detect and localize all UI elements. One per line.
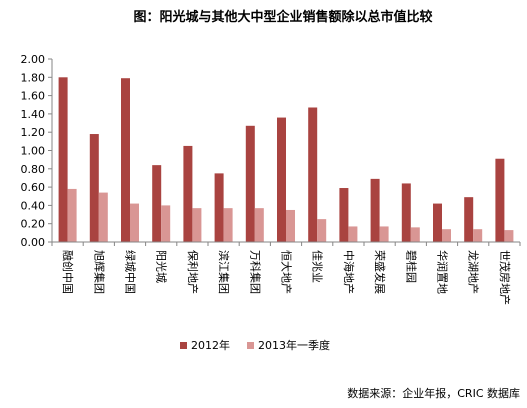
legend-swatch bbox=[180, 342, 187, 349]
legend-label: 2012年 bbox=[191, 338, 230, 352]
y-tick-label: 1.00 bbox=[21, 145, 46, 158]
bar-2012 bbox=[308, 107, 318, 243]
bar-2013-q1 bbox=[442, 229, 451, 242]
legend-label: 2013年一季度 bbox=[258, 338, 330, 352]
bar-2013-q1 bbox=[286, 209, 295, 242]
x-category-label: 华润置地 bbox=[436, 250, 450, 294]
x-category-label: 融创中国 bbox=[61, 250, 74, 294]
bars bbox=[58, 77, 514, 243]
bar-2012 bbox=[370, 178, 380, 242]
bar-2013-q1 bbox=[473, 229, 483, 242]
bar-2013-q1 bbox=[130, 203, 139, 242]
bar-2013-q1 bbox=[192, 208, 202, 242]
y-tick-label: 0.80 bbox=[21, 163, 46, 176]
bar-2013-q1 bbox=[254, 208, 264, 242]
bar-2012 bbox=[401, 183, 411, 242]
bar-2013-q1 bbox=[317, 219, 327, 242]
bar-2012 bbox=[339, 188, 349, 242]
bar-2012 bbox=[58, 77, 68, 242]
x-category-label: 滨江集团 bbox=[217, 250, 231, 294]
bar-2013-q1 bbox=[67, 188, 77, 242]
x-category-label: 中海地产 bbox=[342, 250, 356, 294]
y-tick-label: 0.40 bbox=[21, 199, 46, 212]
bar-2013-q1 bbox=[161, 205, 171, 242]
y-tick-label: 0.00 bbox=[21, 236, 46, 249]
bar-2012 bbox=[245, 125, 255, 242]
x-category-label: 旭辉集团 bbox=[92, 250, 106, 294]
bar-2012 bbox=[214, 173, 224, 242]
bar-2012 bbox=[433, 203, 442, 242]
bar-2012 bbox=[183, 145, 193, 242]
bar-2013-q1 bbox=[410, 227, 420, 242]
x-category-label: 绿城中国 bbox=[124, 250, 138, 294]
bar-2013-q1 bbox=[348, 226, 358, 242]
x-axis: 融创中国 旭辉集团 绿城中国 阳光城 保利地产 滨江集团 万科集团 恒大地产 佳兆业 中海地产 荣盛… bbox=[51, 241, 521, 305]
x-category-label: 恒大地产 bbox=[280, 250, 294, 294]
legend-swatch bbox=[247, 342, 254, 349]
bar-2012 bbox=[152, 165, 162, 242]
x-category-label: 碧桂园 bbox=[404, 250, 418, 283]
x-category-label: 万科集团 bbox=[248, 250, 262, 294]
x-category-label: 荣盛发展 bbox=[373, 250, 387, 294]
x-category-label: 世茂房地产 bbox=[498, 250, 512, 305]
x-category-label: 保利地产 bbox=[186, 250, 200, 294]
y-tick-label: 1.20 bbox=[21, 126, 46, 139]
bar-2013-q1 bbox=[379, 226, 389, 242]
y-tick-label: 1.40 bbox=[21, 108, 46, 121]
x-category-label: 佳兆业 bbox=[311, 250, 325, 283]
y-tick-label: 2.00 bbox=[21, 53, 46, 66]
bar-2012 bbox=[89, 134, 99, 242]
bar-2013-q1 bbox=[504, 230, 514, 242]
source-note: 数据来源：企业年报，CRIC 数据库 bbox=[347, 386, 520, 400]
bar-2012 bbox=[121, 78, 130, 242]
legend: 2012年 2013年一季度 bbox=[180, 338, 330, 352]
x-category-label: 龙湖地产 bbox=[467, 250, 481, 294]
bar-2012 bbox=[495, 158, 505, 242]
y-tick-label: 0.60 bbox=[21, 181, 46, 194]
x-category-label: 阳光城 bbox=[155, 250, 169, 283]
y-tick-label: 1.80 bbox=[21, 71, 46, 84]
bar-2013-q1 bbox=[223, 208, 233, 242]
bar-2012 bbox=[464, 197, 474, 242]
bar-2013-q1 bbox=[98, 192, 108, 242]
bar-2012 bbox=[277, 117, 286, 242]
y-tick-label: 0.20 bbox=[21, 218, 46, 231]
y-tick-label: 1.60 bbox=[21, 90, 46, 103]
chart-title: 图：阳光城与其他大中型企业销售额除以总市值比较 bbox=[133, 9, 432, 25]
y-axis: 0.00 0.20 0.40 0.60 0.80 1.00 1.20 1.40 1.60 1.80… bbox=[21, 53, 53, 249]
